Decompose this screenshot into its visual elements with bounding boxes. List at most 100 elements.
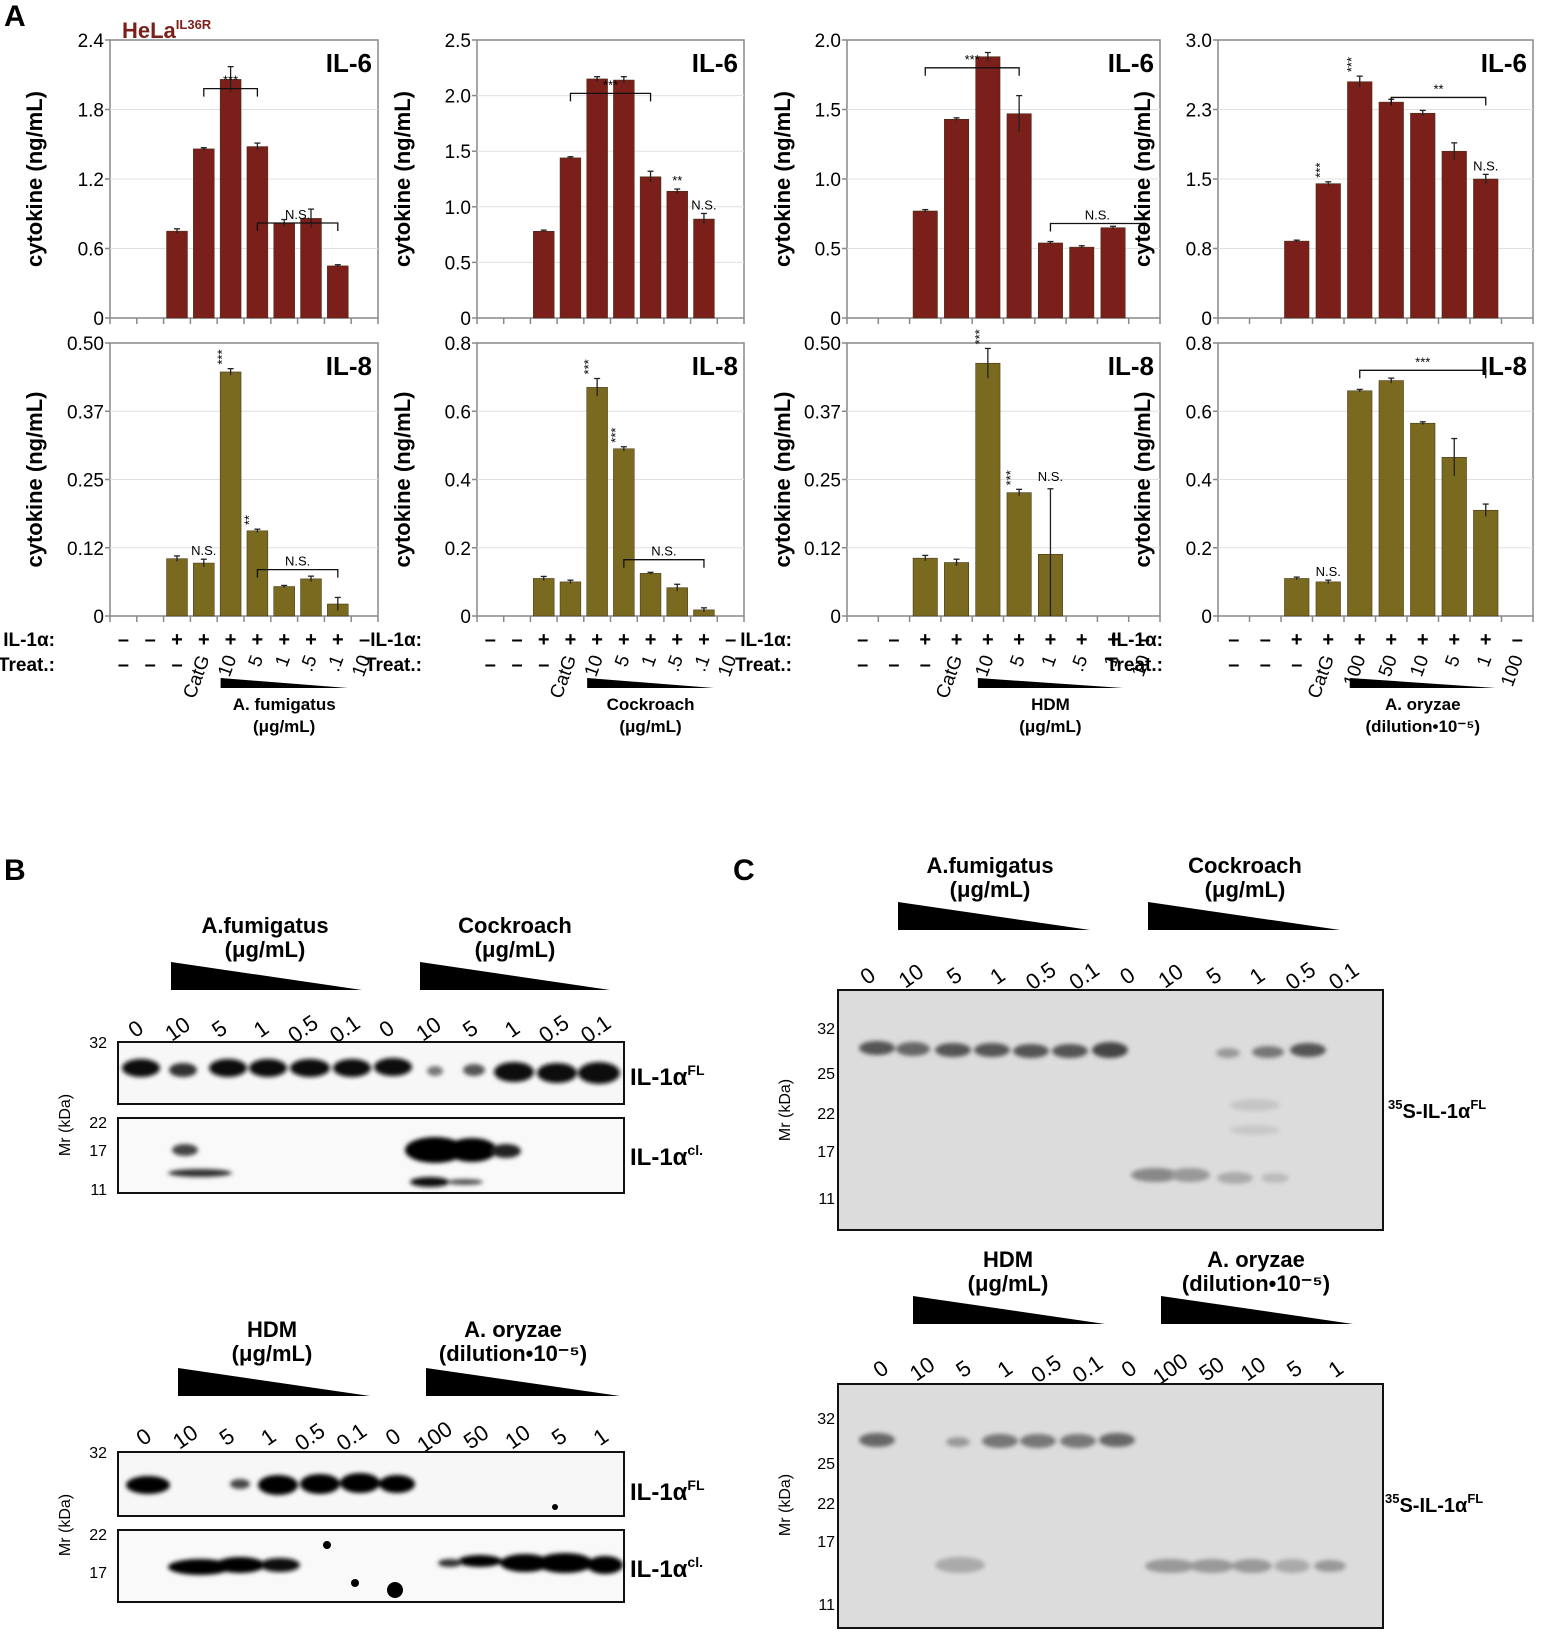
mr-marker: 32 (89, 1035, 107, 1052)
il1a-mark: – (485, 629, 496, 651)
lane-label: 1 (1245, 962, 1269, 990)
significance-bracket (924, 67, 1020, 76)
bar (273, 222, 295, 319)
bar (666, 587, 688, 617)
significance-label: N.S. (691, 197, 716, 212)
blot-bands (859, 1041, 1326, 1184)
bar (1100, 227, 1126, 319)
blot-artifact (552, 1504, 558, 1510)
significance-bracket (1049, 222, 1145, 232)
blot-group-unit: (μg/mL) (225, 937, 306, 962)
lane-label: 0.5 (1026, 1350, 1065, 1388)
y-tick-label: 0.6 (78, 240, 104, 261)
treatment-group-label: A. oryzae (1385, 695, 1461, 714)
cytokine-label: IL-8 (1108, 351, 1154, 381)
gradient-wedge (977, 678, 1124, 688)
il1a-mark: + (618, 629, 630, 651)
il1a-mark: + (645, 629, 657, 651)
bar (300, 578, 322, 617)
lane-label: 10 (905, 1352, 939, 1387)
lane-label: 0 (381, 1423, 405, 1451)
il1a-row-label: IL-1α: (370, 630, 422, 651)
bar (613, 448, 635, 617)
il1a-mark: + (1417, 629, 1429, 651)
y-tick-label: 2.3 (1186, 101, 1212, 122)
treat-row-label: Treat.: (735, 655, 792, 676)
bar (193, 148, 215, 319)
mr-marker: 22 (89, 1115, 107, 1132)
treat-mark: – (1291, 654, 1302, 676)
il1a-row-label: IL-1α: (740, 630, 792, 651)
il1a-mark: – (145, 629, 156, 651)
il1a-mark: + (538, 629, 550, 651)
bar (533, 578, 555, 617)
y-tick-label: 1.0 (445, 198, 471, 219)
treat-dose: 1 (638, 653, 661, 670)
significance-bracket (256, 568, 339, 578)
bar (586, 387, 608, 617)
significance-label: ** (241, 515, 256, 525)
bar (975, 56, 1001, 319)
significance-label: N.S. (285, 207, 310, 222)
mr-marker: 17 (817, 1144, 835, 1161)
treat-dose: 1 (1473, 653, 1496, 670)
x-axis-table: IL-1α:Treat.:– – + + + + + + + –– – – CatG 100 50 10 5 1 1… (1106, 629, 1528, 736)
treat-dose: CatG (180, 653, 215, 702)
lane-label: 10 (1236, 1352, 1270, 1387)
lane-label: 0.1 (332, 1418, 371, 1456)
il1a-mark: – (725, 629, 736, 651)
bar (1441, 150, 1467, 319)
y-tick-label: 0.6 (445, 402, 471, 423)
y-axis-label: cytokine (ng/mL) (390, 391, 415, 567)
blot-group-unit: (μg/mL) (475, 937, 556, 962)
bar (1441, 457, 1467, 617)
lane-label: 5 (458, 1015, 482, 1043)
lane-label: 50 (1194, 1352, 1228, 1387)
treat-dose: 5 (1006, 653, 1029, 670)
lane-label: 10 (894, 959, 928, 994)
y-tick-label: 0 (460, 309, 471, 330)
il1a-mark: + (1013, 629, 1025, 651)
bar (246, 146, 269, 319)
bar (1347, 81, 1373, 319)
y-tick-label: 1.5 (815, 101, 841, 122)
il1a-mark: + (198, 629, 210, 651)
bar (273, 586, 295, 617)
lane-label: 1 (1324, 1355, 1348, 1383)
lane-label: 1 (985, 962, 1009, 990)
y-axis-label: cytokine (ng/mL) (770, 391, 795, 567)
bar (586, 78, 608, 319)
treat-dose: 50 (1375, 653, 1402, 680)
cell-line-label: HeLaIL36R (122, 17, 212, 43)
y-tick-label: 0.50 (804, 334, 841, 355)
y-tick-label: 0.12 (804, 539, 841, 560)
gradient-wedge (420, 962, 610, 990)
y-tick-label: 3.0 (1186, 31, 1212, 52)
y-tick-label: 0.8 (445, 334, 471, 355)
il1a-mark: – (1260, 629, 1271, 651)
il1a-mark: + (698, 629, 710, 651)
lane-label: 10 (500, 1420, 534, 1455)
blot-artifact (323, 1541, 331, 1549)
bar (1284, 240, 1310, 319)
treat-dose: .5 (663, 653, 688, 675)
treatment-group-label: Cockroach (607, 695, 695, 714)
bar (944, 118, 970, 319)
treat-mark: – (171, 654, 182, 676)
blot-group-label: HDM (983, 1247, 1033, 1272)
y-tick-label: 0.2 (1186, 539, 1212, 560)
il1a-mark: + (1480, 629, 1492, 651)
y-tick-label: 0.12 (67, 539, 104, 560)
bar (1410, 112, 1436, 319)
bar (166, 230, 188, 319)
mr-marker: 22 (817, 1106, 835, 1123)
treat-row-label: Treat.: (1106, 655, 1163, 676)
il1a-mark: + (671, 629, 683, 651)
chart-il-6-0: 0 0.6 1.2 1.8 2.4 cytokine (ng/mL) IL-6 *** N.S. (22, 31, 379, 330)
treat-mark: – (118, 654, 129, 676)
treatment-group-unit: (μg/mL) (619, 717, 681, 736)
gradient-wedge (220, 678, 348, 688)
